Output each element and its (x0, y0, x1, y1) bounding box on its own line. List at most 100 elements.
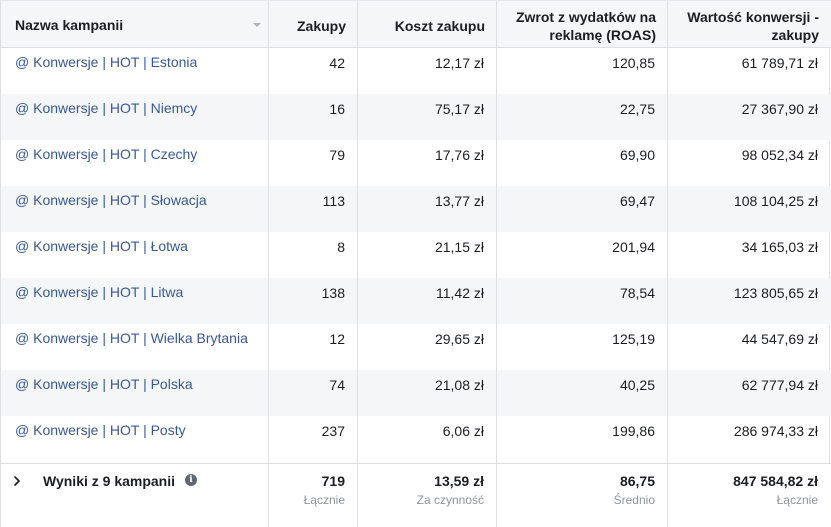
roas-value: 201,94 (612, 239, 655, 255)
cell-purchases: 74 (269, 370, 358, 416)
cell-campaign-name: @ Konwersje | HOT | Łotwa (1, 232, 269, 278)
column-header-purchases[interactable]: Zakupy (269, 1, 358, 47)
roas-value: 125,19 (612, 331, 655, 347)
table-row: @ Konwersje | HOT | Niemcy 16 75,17 zł 2… (1, 94, 831, 140)
conversion-value: 27 367,90 zł (741, 101, 818, 117)
campaign-link[interactable]: @ Konwersje | HOT | Słowacja (15, 192, 207, 208)
purchases-value: 74 (329, 377, 345, 393)
conversion-value: 61 789,71 zł (741, 55, 818, 71)
info-icon[interactable]: i (185, 474, 197, 486)
cell-conversion-value: 44 547,69 zł (668, 324, 830, 370)
sort-caret-down-icon[interactable] (253, 23, 261, 27)
cell-roas: 125,19 (497, 324, 668, 370)
cell-campaign-name: @ Konwersje | HOT | Czechy (1, 140, 269, 186)
cell-roas: 78,54 (497, 278, 668, 324)
cell-purchases: 12 (269, 324, 358, 370)
cost-per-purchase-value: 17,76 zł (434, 147, 484, 163)
cell-cost-per-purchase: 75,17 zł (358, 94, 497, 140)
column-header-roas[interactable]: Zwrot z wydatków na reklamę (ROAS) (497, 1, 668, 47)
cell-roas: 22,75 (497, 94, 668, 140)
campaign-link[interactable]: @ Konwersje | HOT | Niemcy (15, 100, 198, 116)
conversion-value: 286 974,33 zł (733, 423, 818, 439)
cell-conversion-value: 123 805,65 zł (668, 278, 830, 324)
cell-cost-per-purchase: 13,77 zł (358, 186, 497, 232)
campaign-link[interactable]: @ Konwersje | HOT | Litwa (15, 284, 184, 300)
roas-value: 199,86 (612, 423, 655, 439)
campaign-link[interactable]: @ Konwersje | HOT | Wielka Brytania (15, 330, 248, 346)
cost-per-purchase-value: 12,17 zł (434, 55, 484, 71)
roas-value: 40,25 (619, 377, 655, 393)
roas-value: 78,54 (619, 285, 655, 301)
cell-cost-per-purchase: 21,15 zł (358, 232, 497, 278)
column-header-cost-per-purchase[interactable]: Koszt zakupu (358, 1, 497, 47)
cell-summary-title: Wyniki z 9 kampanii i (1, 464, 269, 527)
cell-conversion-value: 34 165,03 zł (668, 232, 830, 278)
column-header-label: Zakupy (296, 18, 346, 34)
campaign-link[interactable]: @ Konwersje | HOT | Polska (15, 376, 193, 392)
campaign-link[interactable]: @ Konwersje | HOT | Łotwa (15, 238, 188, 254)
cell-summary-cost-per-purchase: 13,59 zł Za czynność (358, 464, 497, 527)
cost-per-purchase-value: 6,06 zł (442, 423, 484, 439)
summary-row: Wyniki z 9 kampanii i 719 Łącznie 13,59 … (1, 463, 831, 527)
summary-roas-label: Średnio (613, 493, 655, 507)
cost-per-purchase-value: 21,15 zł (434, 239, 484, 255)
roas-value: 69,90 (619, 147, 655, 163)
cell-purchases: 237 (269, 416, 358, 463)
summary-roas-value: 86,75 (619, 473, 655, 489)
summary-conversion-value-label: Łącznie (776, 493, 818, 507)
cell-campaign-name: @ Konwersje | HOT | Litwa (1, 278, 269, 324)
table-row: @ Konwersje | HOT | Łotwa 8 21,15 zł 201… (1, 232, 831, 278)
campaign-link[interactable]: @ Konwersje | HOT | Posty (15, 422, 186, 438)
conversion-value: 123 805,65 zł (733, 285, 818, 301)
cell-campaign-name: @ Konwersje | HOT | Polska (1, 370, 269, 416)
cell-conversion-value: 27 367,90 zł (668, 94, 830, 140)
column-header-label: Wartość konwersji - zakupy (687, 8, 819, 44)
column-header-label: Nazwa kampanii (15, 17, 124, 33)
cell-cost-per-purchase: 17,76 zł (358, 140, 497, 186)
conversion-value: 44 547,69 zł (741, 331, 818, 347)
cell-cost-per-purchase: 29,65 zł (358, 324, 497, 370)
column-header-label: Zwrot z wydatków na reklamę (ROAS) (516, 8, 656, 44)
cell-campaign-name: @ Konwersje | HOT | Słowacja (1, 186, 269, 232)
cell-purchases: 79 (269, 140, 358, 186)
cost-per-purchase-value: 75,17 zł (434, 101, 484, 117)
column-header-conversion-value[interactable]: Wartość konwersji - zakupy (668, 1, 830, 47)
summary-purchases-label: Łącznie (303, 493, 345, 507)
cell-summary-roas: 86,75 Średnio (497, 464, 668, 527)
summary-title: Wyniki z 9 kampanii (43, 473, 176, 489)
cell-campaign-name: @ Konwersje | HOT | Niemcy (1, 94, 269, 140)
chevron-right-icon[interactable] (12, 473, 24, 489)
conversion-value: 108 104,25 zł (733, 193, 818, 209)
cell-purchases: 16 (269, 94, 358, 140)
campaign-link[interactable]: @ Konwersje | HOT | Czechy (15, 146, 198, 162)
cell-roas: 199,86 (497, 416, 668, 463)
purchases-value: 138 (321, 285, 345, 301)
roas-value: 120,85 (612, 55, 655, 71)
cell-conversion-value: 286 974,33 zł (668, 416, 830, 463)
table-row: @ Konwersje | HOT | Czechy 79 17,76 zł 6… (1, 140, 831, 186)
purchases-value: 42 (329, 55, 345, 71)
summary-purchases-value: 719 (321, 473, 345, 489)
cell-roas: 201,94 (497, 232, 668, 278)
purchases-value: 16 (329, 101, 345, 117)
column-header-label-line2: zakupy (771, 27, 819, 43)
cell-purchases: 138 (269, 278, 358, 324)
campaign-link[interactable]: @ Konwersje | HOT | Estonia (15, 54, 198, 70)
summary-conversion-value: 847 584,82 zł (733, 473, 818, 489)
column-header-campaign-name[interactable]: Nazwa kampanii (1, 1, 269, 47)
purchases-value: 113 (322, 193, 345, 209)
cell-roas: 69,90 (497, 140, 668, 186)
summary-cost-per-purchase-label: Za czynność (416, 493, 484, 507)
cell-cost-per-purchase: 11,42 zł (358, 278, 497, 324)
cell-conversion-value: 98 052,34 zł (668, 140, 830, 186)
table-row: @ Konwersje | HOT | Litwa 138 11,42 zł 7… (1, 278, 831, 324)
table-row: @ Konwersje | HOT | Polska 74 21,08 zł 4… (1, 370, 831, 416)
summary-cost-per-purchase-value: 13,59 zł (434, 473, 484, 489)
table-row: @ Konwersje | HOT | Estonia 42 12,17 zł … (1, 48, 831, 94)
cell-summary-conversion-value: 847 584,82 zł Łącznie (668, 464, 830, 527)
column-header-label: Koszt zakupu (394, 18, 485, 34)
roas-value: 22,75 (619, 101, 655, 117)
cell-campaign-name: @ Konwersje | HOT | Posty (1, 416, 269, 463)
conversion-value: 34 165,03 zł (741, 239, 818, 255)
